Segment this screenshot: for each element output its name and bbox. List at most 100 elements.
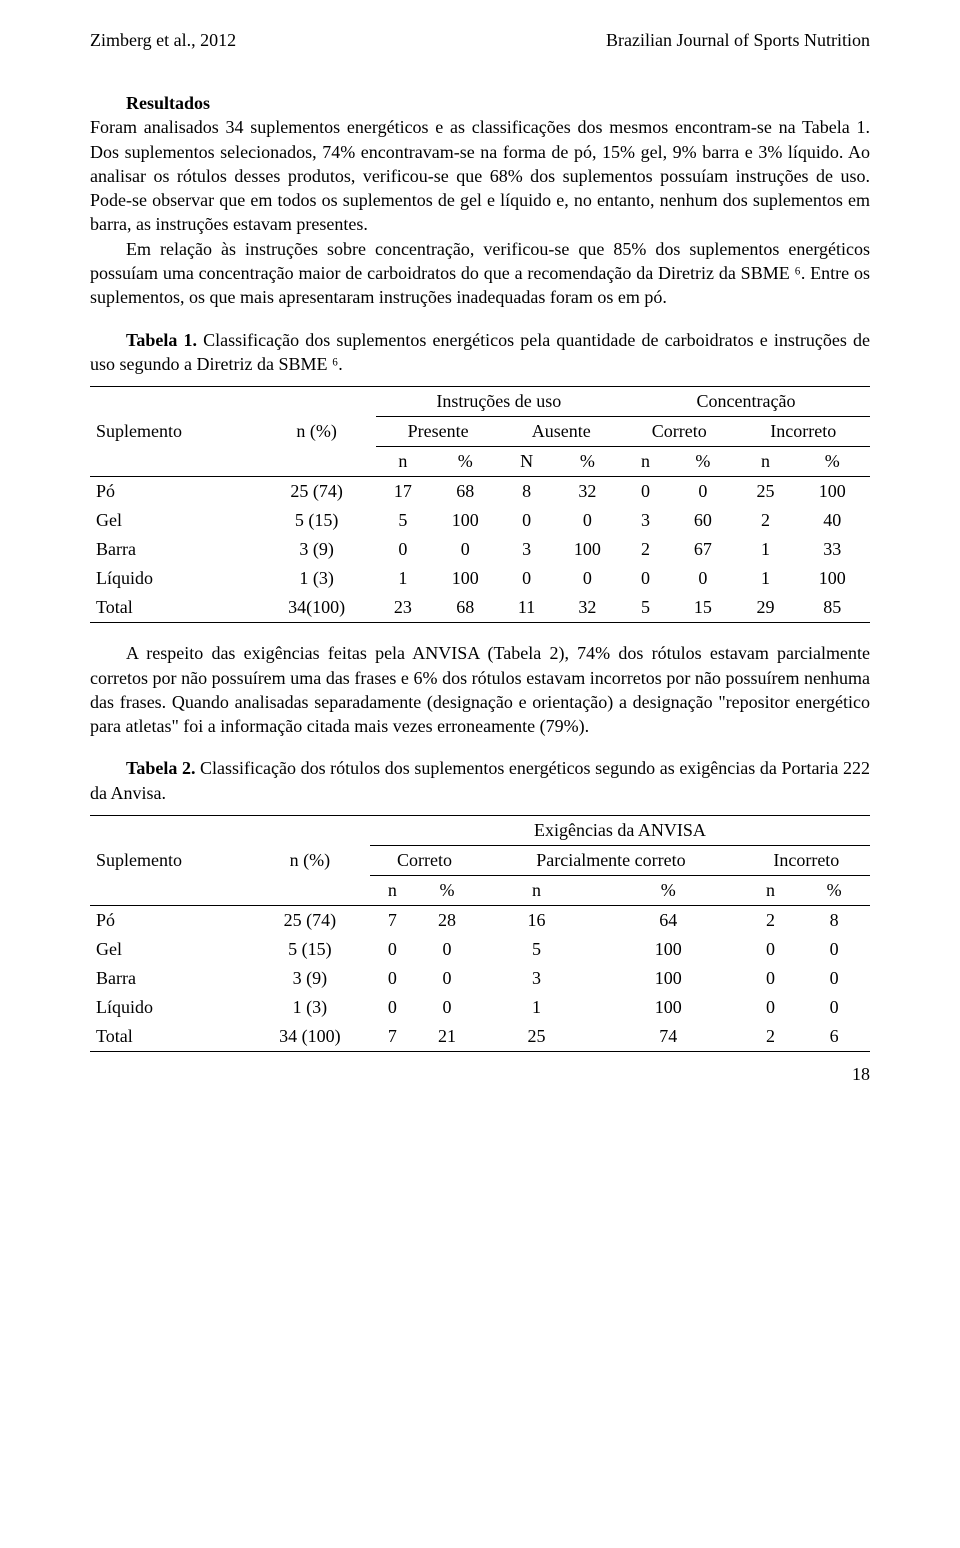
t2-row-label: Barra (90, 964, 250, 993)
table-row: Líquido1 (3)00110000 (90, 993, 870, 1022)
t2-cell: 28 (415, 906, 479, 936)
t1-row-label: Gel (90, 506, 258, 535)
t2-cell: 0 (743, 993, 799, 1022)
running-header: Zimberg et al., 2012 Brazilian Journal o… (90, 30, 870, 51)
t2-row-npct: 3 (9) (250, 964, 370, 993)
t2-cell: 0 (743, 935, 799, 964)
t2-cell: 100 (594, 935, 743, 964)
header-right: Brazilian Journal of Sports Nutrition (606, 30, 870, 51)
paragraph-3: A respeito das exigências feitas pela AN… (90, 641, 870, 738)
t2-sub-parcial: Parcialmente correto (479, 846, 742, 876)
t1-cell: 68 (430, 593, 501, 623)
table-row: Barra3 (9)003100267133 (90, 535, 870, 564)
t1-cell: 15 (669, 593, 736, 623)
t1-row-npct: 1 (3) (258, 564, 376, 593)
section-title: Resultados (126, 93, 210, 113)
t1-cell: 29 (737, 593, 795, 623)
t2-h-p2: % (594, 876, 743, 906)
t2-row-npct: 34 (100) (250, 1022, 370, 1052)
t2-cell: 0 (415, 935, 479, 964)
t2-row-label: Líquido (90, 993, 250, 1022)
table-row: Pó25 (74)728166428 (90, 906, 870, 936)
t1-cell: 3 (501, 535, 553, 564)
t1-col-suplemento: Suplemento (90, 387, 258, 477)
t1-cell: 0 (376, 535, 430, 564)
table-row: Total34 (100)721257426 (90, 1022, 870, 1052)
page-container: Zimberg et al., 2012 Brazilian Journal o… (0, 0, 960, 1115)
t1-cell: 0 (553, 564, 622, 593)
t2-sub-incorreto: Incorreto (743, 846, 870, 876)
t1-cell: 5 (376, 506, 430, 535)
t1-cell: 25 (737, 477, 795, 507)
t1-h-p1: % (430, 447, 501, 477)
t1-cell: 32 (553, 477, 622, 507)
table-1: Suplemento n (%) Instruções de uso Conce… (90, 386, 870, 623)
t1-h-n3: n (622, 447, 669, 477)
t1-row-npct: 3 (9) (258, 535, 376, 564)
t1-h-N: N (501, 447, 553, 477)
table-row: Pó25 (74)17688320025100 (90, 477, 870, 507)
t2-cell: 74 (594, 1022, 743, 1052)
t2-h-p3: % (798, 876, 870, 906)
t2-row-label: Gel (90, 935, 250, 964)
t2-cell: 8 (798, 906, 870, 936)
t1-h-n1: n (376, 447, 430, 477)
table-2: Suplemento n (%) Exigências da ANVISA Co… (90, 815, 870, 1052)
t2-cell: 100 (594, 964, 743, 993)
t1-h-p3: % (669, 447, 736, 477)
t2-cell: 0 (798, 964, 870, 993)
t2-cell: 5 (479, 935, 594, 964)
t2-cell: 7 (370, 906, 415, 936)
t1-cell: 85 (795, 593, 870, 623)
t1-cell: 33 (795, 535, 870, 564)
t2-cell: 25 (479, 1022, 594, 1052)
t2-cell: 7 (370, 1022, 415, 1052)
table-row: Gel5 (15)00510000 (90, 935, 870, 964)
t1-cell: 1 (737, 564, 795, 593)
t1-cell: 0 (501, 506, 553, 535)
t1-cell: 100 (430, 564, 501, 593)
t1-row-npct: 34(100) (258, 593, 376, 623)
t2-h-n2: n (479, 876, 594, 906)
t1-row-npct: 5 (15) (258, 506, 376, 535)
table-row: Líquido1 (3)110000001100 (90, 564, 870, 593)
t1-col-npct: n (%) (258, 387, 376, 477)
t2-cell: 2 (743, 906, 799, 936)
t1-cell: 100 (795, 477, 870, 507)
t2-row-npct: 5 (15) (250, 935, 370, 964)
t1-cell: 2 (622, 535, 669, 564)
table1-caption-bold: Tabela 1. (126, 330, 197, 350)
t1-cell: 0 (553, 506, 622, 535)
t1-cell: 0 (622, 477, 669, 507)
t1-cell: 0 (669, 477, 736, 507)
table-row: Total34(100)236811325152985 (90, 593, 870, 623)
t1-cell: 5 (622, 593, 669, 623)
paragraph-1: Foram analisados 34 suplementos energéti… (90, 117, 870, 234)
t1-cell: 23 (376, 593, 430, 623)
table-row: Gel5 (15)510000360240 (90, 506, 870, 535)
t1-cell: 67 (669, 535, 736, 564)
t1-cell: 60 (669, 506, 736, 535)
t2-cell: 0 (370, 935, 415, 964)
t1-cell: 0 (430, 535, 501, 564)
t2-cell: 3 (479, 964, 594, 993)
t1-group-instrucoes: Instruções de uso (376, 387, 622, 417)
t1-cell: 11 (501, 593, 553, 623)
t2-group-exigencias: Exigências da ANVISA (370, 816, 870, 846)
t2-row-npct: 25 (74) (250, 906, 370, 936)
table1-caption: Tabela 1. Classificação dos suplementos … (90, 328, 870, 377)
t2-row-npct: 1 (3) (250, 993, 370, 1022)
t1-cell: 100 (795, 564, 870, 593)
t1-sub-incorreto: Incorreto (737, 417, 870, 447)
t1-cell: 32 (553, 593, 622, 623)
t2-cell: 0 (415, 993, 479, 1022)
table2-caption-rest: Classificação dos rótulos dos suplemento… (90, 758, 870, 802)
t2-h-n3: n (743, 876, 799, 906)
t2-cell: 64 (594, 906, 743, 936)
table2-caption: Tabela 2. Classificação dos rótulos dos … (90, 756, 870, 805)
t2-cell: 21 (415, 1022, 479, 1052)
t2-sub-correto: Correto (370, 846, 479, 876)
t1-cell: 8 (501, 477, 553, 507)
t2-row-label: Total (90, 1022, 250, 1052)
t2-col-suplemento: Suplemento (90, 816, 250, 906)
